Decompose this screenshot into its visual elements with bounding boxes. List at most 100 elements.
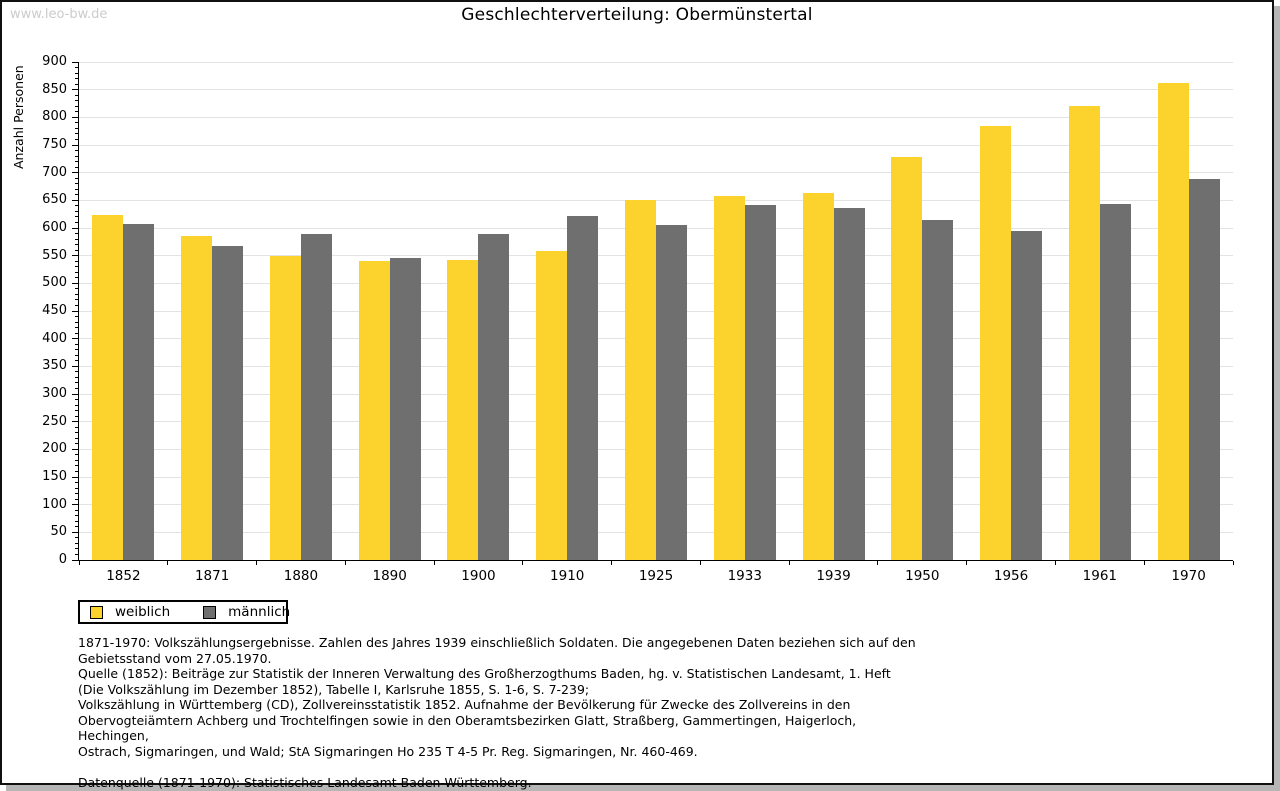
x-tick-5 bbox=[522, 561, 524, 565]
y-tick-550 bbox=[72, 255, 78, 257]
y-tick-100 bbox=[72, 504, 78, 506]
bar-weiblich-1852 bbox=[92, 215, 124, 560]
y-tick-0 bbox=[72, 559, 78, 561]
y-tick-320 bbox=[75, 382, 78, 384]
bar-weiblich-1900 bbox=[447, 260, 479, 560]
y-tick-330 bbox=[75, 376, 78, 378]
footnote-line-5: Volkszählung in Württemberg (CD), Zollve… bbox=[78, 697, 851, 712]
gridline-900 bbox=[79, 61, 1233, 63]
y-tick-110 bbox=[75, 498, 78, 500]
bar-männlich-1970 bbox=[1188, 179, 1220, 560]
bar-männlich-1890 bbox=[389, 258, 421, 560]
y-tick-720 bbox=[75, 161, 78, 163]
y-tick-860 bbox=[75, 83, 78, 85]
y-tick-label-50: 50 bbox=[50, 524, 67, 540]
y-tick-120 bbox=[75, 493, 78, 495]
y-tick-label-250: 250 bbox=[42, 413, 67, 429]
bar-männlich-1910 bbox=[567, 216, 599, 560]
x-tick-11 bbox=[1054, 561, 1056, 565]
y-tick-560 bbox=[75, 249, 78, 251]
y-tick-830 bbox=[75, 100, 78, 102]
gridline-800 bbox=[79, 116, 1233, 118]
y-tick-780 bbox=[75, 127, 78, 129]
x-tick-label-1900: 1900 bbox=[461, 568, 496, 584]
y-tick-760 bbox=[75, 138, 78, 140]
y-tick-660 bbox=[75, 194, 78, 196]
y-tick-590 bbox=[75, 233, 78, 235]
y-tick-label-100: 100 bbox=[42, 496, 67, 512]
y-tick-750 bbox=[72, 144, 78, 146]
y-tick-60 bbox=[75, 526, 78, 528]
y-tick-70 bbox=[75, 520, 78, 522]
y-tick-620 bbox=[75, 216, 78, 218]
y-tick-680 bbox=[75, 183, 78, 185]
y-tick-300 bbox=[72, 393, 78, 395]
watermark-text: www.leo-bw.de bbox=[10, 7, 108, 22]
bar-weiblich-1871 bbox=[181, 236, 213, 560]
y-tick-690 bbox=[75, 177, 78, 179]
y-tick-90 bbox=[75, 509, 78, 511]
bar-weiblich-1970 bbox=[1157, 83, 1189, 560]
y-tick-530 bbox=[75, 266, 78, 268]
y-tick-540 bbox=[75, 260, 78, 262]
y-tick-label-900: 900 bbox=[42, 54, 67, 69]
gridline-650 bbox=[79, 199, 1233, 201]
y-tick-200 bbox=[72, 448, 78, 450]
footnote-line-1: 1871-1970: Volkszählungsergebnisse. Zahl… bbox=[78, 635, 916, 650]
y-tick-label-800: 800 bbox=[42, 109, 67, 125]
bar-männlich-1871 bbox=[212, 246, 244, 560]
y-tick-600 bbox=[72, 227, 78, 229]
y-tick-500 bbox=[72, 282, 78, 284]
y-tick-label-650: 650 bbox=[42, 192, 67, 208]
y-tick-130 bbox=[75, 487, 78, 489]
bar-weiblich-1880 bbox=[269, 256, 301, 560]
x-tick-8 bbox=[788, 561, 790, 565]
y-tick-240 bbox=[75, 426, 78, 428]
y-tick-150 bbox=[72, 476, 78, 478]
x-tick-4 bbox=[433, 561, 435, 565]
y-tick-440 bbox=[75, 316, 78, 318]
footnote-line-3: Quelle (1852): Beiträge zur Statistik de… bbox=[78, 666, 891, 681]
y-tick-580 bbox=[75, 238, 78, 240]
bar-männlich-1933 bbox=[744, 205, 776, 560]
y-tick-label-600: 600 bbox=[42, 220, 67, 235]
y-tick-420 bbox=[75, 327, 78, 329]
y-tick-label-550: 550 bbox=[42, 247, 67, 263]
y-tick-740 bbox=[75, 150, 78, 152]
y-tick-640 bbox=[75, 205, 78, 207]
legend-label-weiblich: weiblich bbox=[115, 604, 171, 620]
x-tick-label-1890: 1890 bbox=[372, 568, 407, 584]
y-tick-820 bbox=[75, 105, 78, 107]
y-tick-190 bbox=[75, 454, 78, 456]
bar-männlich-1950 bbox=[922, 220, 954, 560]
bar-weiblich-1890 bbox=[358, 261, 390, 560]
y-tick-880 bbox=[75, 72, 78, 74]
y-tick-790 bbox=[75, 122, 78, 124]
bar-weiblich-1961 bbox=[1068, 106, 1100, 560]
y-tick-20 bbox=[75, 548, 78, 550]
y-tick-230 bbox=[75, 432, 78, 434]
x-tick-7 bbox=[699, 561, 701, 565]
y-tick-10 bbox=[75, 553, 78, 555]
x-tick-label-1852: 1852 bbox=[106, 568, 141, 584]
x-tick-13 bbox=[1232, 561, 1234, 565]
y-tick-label-850: 850 bbox=[42, 81, 67, 97]
y-tick-610 bbox=[75, 221, 78, 223]
x-tick-3 bbox=[344, 561, 346, 565]
x-tick-0 bbox=[78, 561, 80, 565]
x-tick-6 bbox=[611, 561, 613, 565]
y-tick-430 bbox=[75, 321, 78, 323]
x-tick-label-1956: 1956 bbox=[993, 568, 1029, 584]
y-tick-280 bbox=[75, 404, 78, 406]
x-tick-label-1910: 1910 bbox=[550, 568, 585, 584]
footnote-line-9: Datenquelle (1871-1970): Statistisches L… bbox=[78, 774, 532, 790]
y-tick-670 bbox=[75, 188, 78, 190]
y-tick-260 bbox=[75, 415, 78, 417]
y-tick-140 bbox=[75, 482, 78, 484]
y-tick-450 bbox=[72, 310, 78, 312]
y-tick-400 bbox=[72, 338, 78, 340]
y-tick-850 bbox=[72, 89, 78, 91]
footnote-line-8 bbox=[78, 759, 928, 775]
x-tick-label-1880: 1880 bbox=[283, 568, 319, 584]
x-tick-10 bbox=[966, 561, 968, 565]
